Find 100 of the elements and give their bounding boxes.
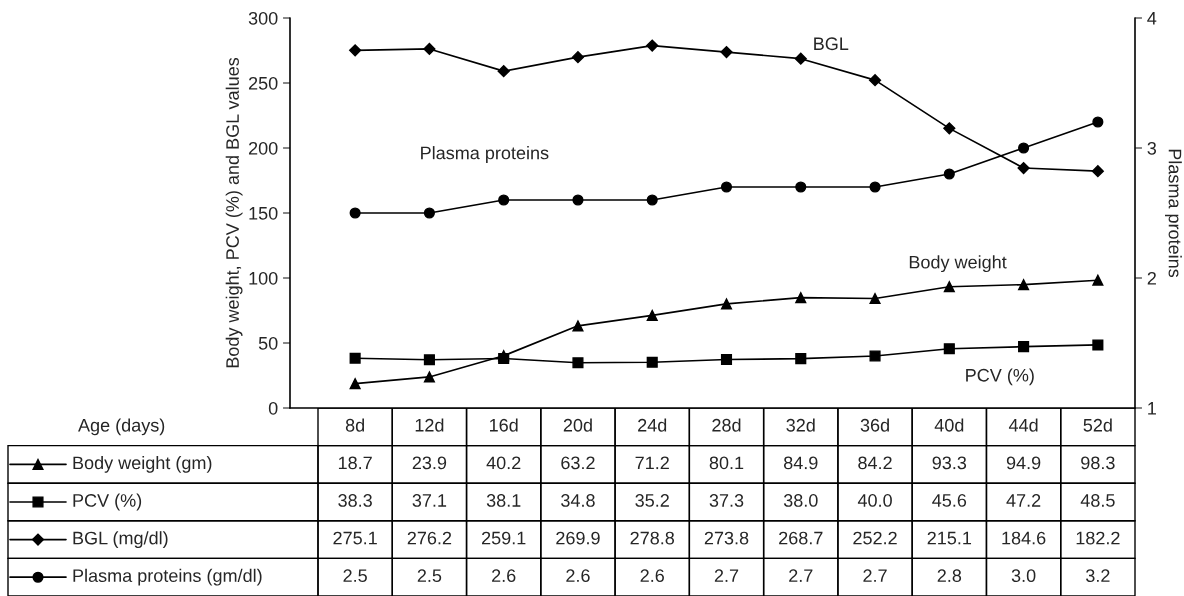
point — [349, 207, 361, 219]
x-tick-label: 32d — [786, 418, 815, 432]
point — [795, 292, 807, 304]
point — [646, 39, 659, 52]
y-tick-label: 200 — [248, 141, 278, 155]
data-label: 2.5 — [343, 569, 367, 583]
point — [498, 194, 510, 206]
data-label: 269.9 — [556, 531, 600, 545]
data-label: 94.9 — [1006, 456, 1041, 470]
data-label: 18.7 — [338, 456, 372, 470]
data-label: 71.2 — [635, 456, 669, 470]
x-tick-label: 52d — [1083, 418, 1112, 432]
annotation: Plasma proteins — [421, 146, 549, 163]
point — [423, 371, 435, 383]
x-tick-label: 44d — [1008, 418, 1038, 432]
annotation: PCV (%) — [966, 368, 1034, 386]
y-tick-label: 300 — [248, 11, 278, 25]
x-tick-label: 12d — [415, 418, 444, 432]
legend-label: PCV (%) — [73, 493, 142, 511]
point — [943, 122, 956, 135]
y-tick-label: 0 — [268, 401, 278, 415]
data-label: 35.2 — [635, 494, 669, 507]
point — [720, 45, 733, 59]
data-label: 2.7 — [863, 569, 887, 582]
legend-label: Plasma proteins (gm/dl) — [73, 568, 262, 586]
data-label: 38.3 — [338, 494, 372, 507]
x-tick-label: 36d — [860, 418, 889, 432]
point — [943, 343, 955, 355]
legend-label: Body weight (gm) — [73, 455, 212, 473]
point — [571, 51, 585, 64]
point — [869, 181, 881, 193]
point — [1092, 274, 1104, 286]
data-label: 215.1 — [927, 531, 972, 545]
data-label: 47.2 — [1006, 494, 1041, 507]
x-tick-label: 28d — [712, 418, 741, 432]
annotation: Body weight — [909, 255, 1007, 273]
point — [572, 357, 584, 369]
data-label: 2.6 — [640, 569, 664, 583]
annotation: BGL — [814, 37, 849, 51]
point — [720, 181, 733, 193]
point — [868, 74, 882, 87]
point — [646, 309, 658, 321]
data-label: 40.0 — [857, 494, 892, 507]
data-label: 2.7 — [714, 569, 739, 582]
y2-tick-label: 4 — [1147, 12, 1157, 25]
x-tick-label: 16d — [490, 418, 518, 432]
point — [795, 353, 807, 365]
data-label: 3.2 — [1086, 569, 1110, 583]
data-label: 80.1 — [709, 456, 744, 470]
point — [1018, 142, 1030, 154]
point — [720, 298, 733, 310]
data-label: 84.2 — [858, 456, 892, 470]
data-label: 34.8 — [561, 494, 595, 507]
x-tick-label: 20d — [563, 418, 592, 432]
data-label: 98.3 — [1081, 456, 1115, 470]
point — [1092, 339, 1104, 351]
point — [497, 65, 510, 78]
point — [795, 181, 807, 193]
y-tick-label: 250 — [248, 76, 278, 90]
data-label: 268.7 — [779, 531, 823, 545]
point — [646, 356, 658, 368]
x-axis-title: Age (days) — [78, 418, 165, 436]
x-tick-label: 8d — [345, 418, 365, 432]
point — [423, 42, 436, 56]
point — [720, 353, 733, 366]
data-label: 63.2 — [561, 456, 595, 470]
data-label: 40.2 — [486, 456, 521, 470]
y-tick-label: 100 — [249, 271, 278, 285]
data-label: 278.8 — [630, 531, 675, 545]
y2-tick-label: 2 — [1147, 271, 1156, 285]
point — [572, 320, 584, 332]
data-label: 23.9 — [412, 456, 447, 470]
point — [869, 292, 881, 305]
point — [943, 168, 955, 180]
data-label: 38.0 — [783, 494, 818, 507]
data-label: 184.6 — [1002, 531, 1046, 545]
legend-label: BGL (mg/dl) — [73, 531, 168, 549]
data-label: 37.3 — [709, 494, 744, 507]
y-tick-label: 150 — [249, 206, 278, 220]
y2-axis-title: Plasma proteins — [1165, 149, 1182, 278]
y-axis-title: Body weight, PCV (%) and BGL values — [225, 57, 243, 368]
data-label: 182.2 — [1076, 531, 1120, 545]
data-label: 2.8 — [937, 569, 962, 583]
data-label: 2.6 — [492, 569, 516, 583]
point — [572, 194, 584, 206]
point — [1017, 161, 1030, 175]
point — [943, 281, 955, 293]
data-label: 2.6 — [566, 569, 590, 583]
point — [423, 207, 435, 219]
data-label: 2.5 — [417, 569, 442, 583]
data-label: 37.1 — [412, 494, 447, 507]
point — [646, 194, 658, 206]
data-label: 84.9 — [783, 456, 818, 470]
point — [1018, 341, 1030, 353]
point — [1092, 116, 1104, 128]
x-tick-label: 40d — [934, 418, 964, 432]
point — [1018, 279, 1030, 291]
y-tick-label: 50 — [258, 336, 278, 350]
point — [869, 350, 881, 362]
y2-tick-label: 1 — [1148, 402, 1156, 415]
